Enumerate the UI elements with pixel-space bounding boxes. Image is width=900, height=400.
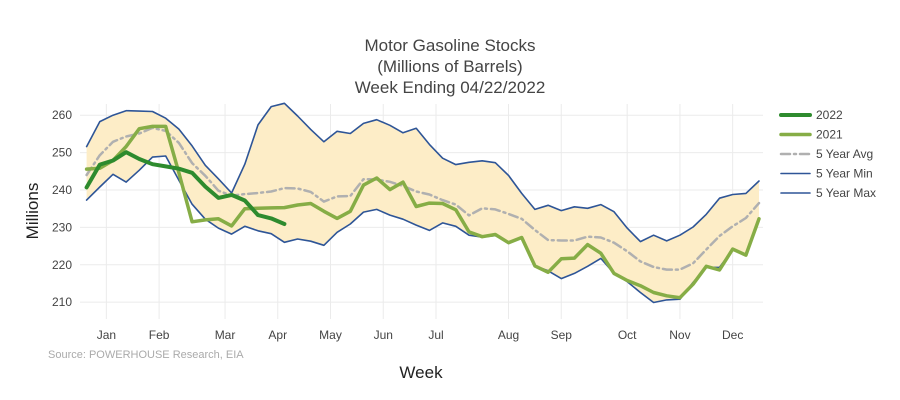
x-tick-label-jan: Jan	[97, 328, 116, 342]
legend-label-2021: 2021	[816, 128, 843, 142]
series-line-5-year-min	[85, 155, 760, 304]
x-tick-label-apr: Apr	[268, 328, 287, 342]
x-axis-ticks: Jan Feb Mar Apr May Jun Jul Aug Sep Oct Nov Dec	[97, 328, 744, 342]
series-line-5-year-max	[85, 102, 760, 243]
x-tick-label-nov: Nov	[669, 328, 690, 342]
legend-label-5-year-max: 5 Year Max	[816, 186, 876, 200]
y-tick-label: 220	[52, 258, 72, 272]
x-tick-label-aug: Aug	[498, 328, 519, 342]
x-tick-label-oct: Oct	[618, 328, 637, 342]
x-tick-label-mar: Mar	[215, 328, 236, 342]
chart-title-line-2: (Millions of Barrels)	[377, 57, 522, 76]
y-tick-label: 240	[52, 183, 72, 197]
y-tick-label: 230	[52, 220, 72, 234]
five-year-band	[86, 103, 760, 303]
x-tick-label-jun: Jun	[374, 328, 393, 342]
series-line-2021	[84, 124, 761, 300]
source-note: Source: POWERHOUSE Research, EIA	[48, 349, 244, 361]
y-tick-label: 250	[52, 146, 72, 160]
x-tick-label-sep: Sep	[551, 328, 573, 342]
y-tick-label: 260	[52, 108, 72, 122]
legend-label-2022: 2022	[816, 108, 843, 122]
series-lines	[84, 102, 761, 304]
five-year-min-max-band	[86, 103, 760, 303]
x-tick-label-jul: Jul	[428, 328, 443, 342]
series-line-2022	[84, 150, 287, 226]
legend-label-5-year-avg: 5 Year Avg	[816, 147, 873, 161]
x-tick-label-feb: Feb	[149, 328, 170, 342]
chart-title-line-1: Motor Gasoline Stocks	[364, 36, 535, 55]
y-axis-ticks: 210 220 230 240 250 260	[52, 108, 72, 309]
series-line-5-year-avg	[85, 126, 761, 271]
x-tick-label-dec: Dec	[722, 328, 743, 342]
y-axis-title: Millions	[23, 183, 42, 240]
chart-title-line-3: Week Ending 04/22/2022	[355, 78, 546, 97]
x-tick-label-may: May	[319, 328, 342, 342]
legend: 2022 2021 5 Year Avg 5 Year Min 5 Year Max	[779, 108, 876, 200]
y-tick-label: 210	[52, 295, 72, 309]
x-axis-title: Week	[399, 363, 443, 382]
legend-label-5-year-min: 5 Year Min	[816, 167, 873, 181]
